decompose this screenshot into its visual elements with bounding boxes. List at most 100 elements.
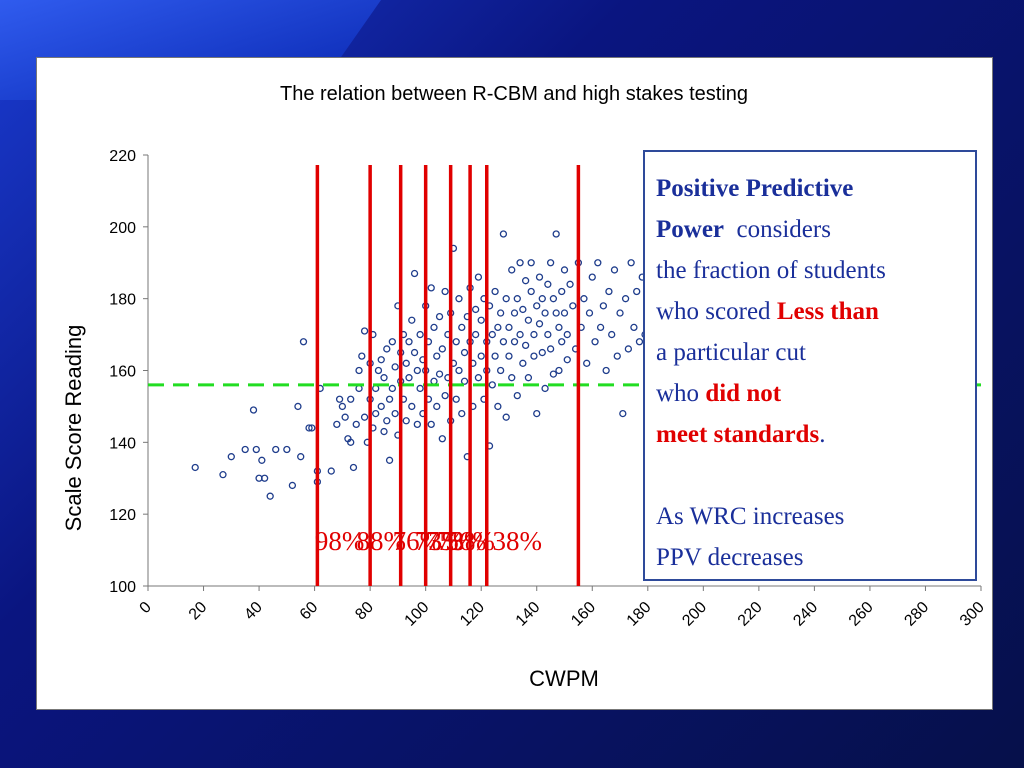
data-point	[596, 323, 605, 332]
x-tick-label: 20	[186, 599, 211, 624]
data-point	[516, 259, 524, 267]
data-point	[627, 259, 635, 267]
data-point	[558, 338, 566, 346]
cut-label: 73%	[415, 526, 465, 556]
x-tick-label: 140	[513, 599, 544, 630]
x-tick-label: 100	[402, 599, 433, 630]
data-point	[591, 338, 599, 346]
data-point	[474, 273, 483, 281]
callout-line9: PPV decreases	[656, 544, 804, 571]
data-point	[430, 323, 438, 332]
data-point	[510, 338, 519, 346]
callout-spacer	[656, 455, 965, 496]
data-point	[227, 453, 235, 461]
data-point	[519, 359, 527, 367]
y-tick-label: 120	[109, 507, 136, 524]
data-point	[360, 327, 369, 335]
data-point	[588, 273, 596, 281]
data-point	[249, 406, 258, 414]
data-point	[458, 409, 466, 418]
data-point	[608, 330, 616, 339]
x-tick-label: 220	[735, 599, 766, 630]
callout-title-line2: Power considers	[656, 209, 965, 250]
data-point	[360, 413, 369, 421]
data-point	[358, 352, 366, 360]
callout-line7: meet standards.	[656, 414, 965, 455]
data-point	[613, 352, 621, 360]
data-point	[560, 266, 569, 274]
data-point	[494, 323, 502, 332]
data-point	[374, 366, 383, 375]
data-point	[305, 424, 313, 432]
data-point	[552, 230, 560, 238]
callout-line4: who scored Less than	[656, 291, 965, 332]
data-point	[460, 377, 469, 385]
data-point	[408, 316, 416, 324]
data-point	[427, 420, 435, 429]
data-point	[605, 287, 613, 296]
data-point	[333, 420, 341, 429]
cut-label: 73%	[437, 526, 487, 556]
data-point	[458, 323, 466, 332]
x-axis-label: CWPM	[529, 666, 599, 691]
data-point	[471, 305, 480, 314]
data-point	[558, 287, 566, 296]
y-tick-label: 140	[109, 435, 136, 452]
data-point	[616, 309, 624, 317]
data-point	[455, 295, 463, 303]
cut-labels: 98%88%76%73%75%73%56%38%	[315, 526, 542, 556]
data-point	[583, 359, 591, 367]
scatter-chart: The relation between R-CBM and high stak…	[61, 83, 988, 691]
data-point	[355, 366, 363, 375]
callout-line3: the fraction of students	[656, 257, 886, 284]
data-point	[380, 427, 388, 436]
data-point	[524, 316, 533, 324]
data-point	[494, 402, 502, 411]
y-tick-label: 180	[109, 292, 136, 309]
data-point	[272, 445, 280, 454]
data-point	[585, 309, 594, 317]
data-point	[521, 277, 530, 285]
data-point	[555, 323, 563, 332]
x-tick-label: 60	[297, 599, 322, 624]
data-point	[410, 269, 419, 278]
data-point	[297, 453, 305, 461]
data-point	[569, 302, 577, 310]
data-point	[499, 338, 508, 346]
cut-lines	[315, 165, 581, 586]
data-point	[619, 409, 627, 418]
data-point	[383, 345, 391, 353]
data-point	[474, 374, 483, 382]
data-point	[460, 348, 469, 357]
data-point	[427, 284, 435, 292]
data-point	[405, 338, 413, 346]
callout-line6: who did not	[656, 373, 965, 414]
data-point	[283, 445, 291, 454]
x-tick-label: 80	[352, 599, 377, 624]
data-point	[533, 302, 541, 310]
data-point	[385, 456, 394, 464]
data-point	[552, 309, 560, 317]
data-point	[496, 309, 505, 317]
data-point	[510, 309, 519, 317]
data-point	[549, 295, 558, 303]
data-point	[563, 330, 571, 339]
callout-did-not: did not	[705, 380, 782, 407]
callout-period: .	[819, 421, 826, 448]
data-point	[338, 402, 347, 411]
x-tick-label: 280	[901, 599, 932, 630]
data-points	[191, 230, 655, 500]
data-point	[327, 467, 335, 475]
data-point	[538, 348, 546, 357]
data-point	[252, 445, 260, 454]
x-tick-label: 180	[624, 599, 655, 630]
cut-label: 38%	[493, 526, 543, 556]
data-point	[530, 330, 538, 339]
data-point	[258, 456, 266, 464]
callout-line6a: who	[656, 380, 700, 407]
data-point	[488, 330, 496, 339]
data-point	[491, 287, 499, 296]
data-point	[391, 409, 399, 418]
data-point	[546, 345, 555, 353]
data-point	[299, 338, 308, 346]
